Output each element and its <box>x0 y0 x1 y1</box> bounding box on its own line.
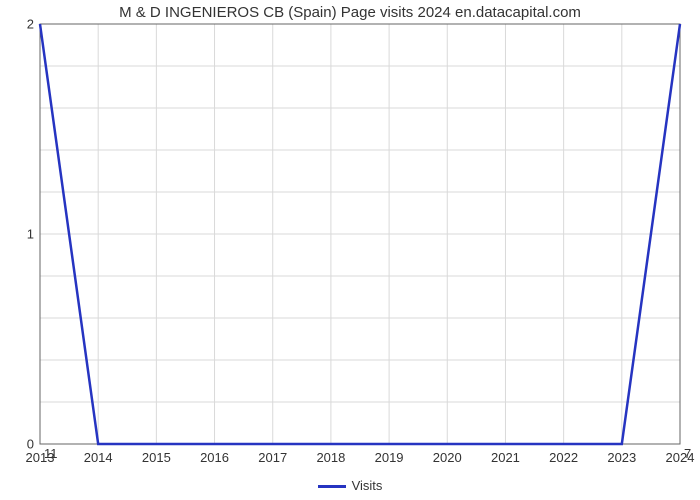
x-tick-label: 2015 <box>142 450 171 465</box>
x-tick-label: 2016 <box>200 450 229 465</box>
chart-title: M & D INGENIEROS CB (Spain) Page visits … <box>0 4 700 21</box>
y-tick-label: 1 <box>27 227 34 242</box>
legend-swatch <box>318 485 346 488</box>
x-tick-label: 2014 <box>84 450 113 465</box>
x-tick-label: 2022 <box>549 450 578 465</box>
legend: Visits <box>0 478 700 493</box>
x-tick-label: 2020 <box>433 450 462 465</box>
x-tick-label: 2021 <box>491 450 520 465</box>
chart-container: M & D INGENIEROS CB (Spain) Page visits … <box>0 0 700 500</box>
y-tick-label: 2 <box>27 17 34 32</box>
x-tick-label: 2023 <box>607 450 636 465</box>
x-tick-label: 2017 <box>258 450 287 465</box>
legend-label: Visits <box>352 478 383 493</box>
last-value-label: 7 <box>684 446 691 461</box>
x-tick-label: 2019 <box>375 450 404 465</box>
chart-svg <box>40 24 680 444</box>
first-value-label: 11 <box>44 446 58 461</box>
plot-area: 0122013201420152016201720182019202020212… <box>40 24 680 444</box>
x-tick-label: 2018 <box>316 450 345 465</box>
